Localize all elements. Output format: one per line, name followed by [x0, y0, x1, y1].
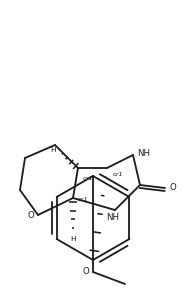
Text: O: O: [169, 183, 176, 192]
Text: or1: or1: [113, 172, 124, 177]
Text: H: H: [50, 147, 56, 153]
Text: NH: NH: [107, 213, 119, 222]
Text: O: O: [27, 211, 34, 220]
Text: or1: or1: [78, 197, 89, 202]
Text: H: H: [70, 236, 76, 242]
Text: NH: NH: [137, 149, 150, 157]
Text: or1: or1: [83, 176, 94, 181]
Text: O: O: [82, 267, 89, 275]
